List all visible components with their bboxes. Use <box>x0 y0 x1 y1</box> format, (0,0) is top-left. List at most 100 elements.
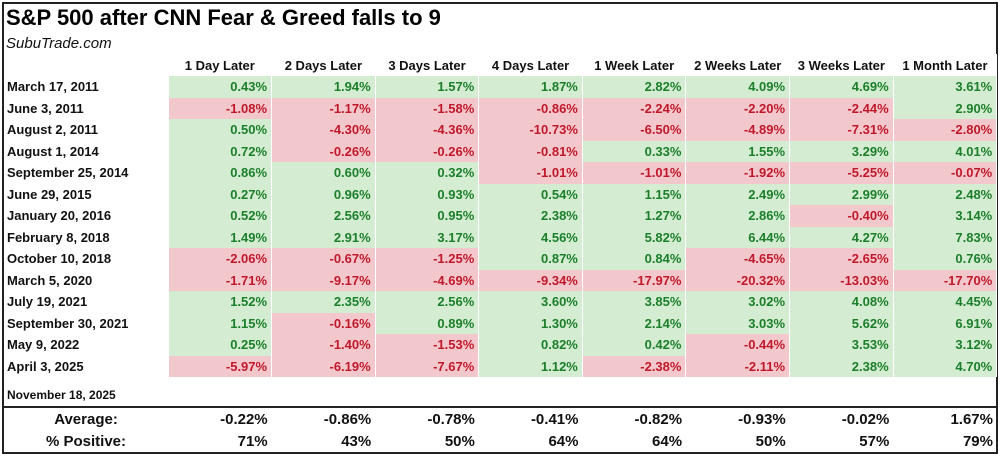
return-cell: -1.01% <box>582 162 687 184</box>
row-date: September 25, 2014 <box>4 162 169 184</box>
table-row: October 10, 2018 -2.06% -0.67% -1.25% 0.87% 0… <box>4 248 998 270</box>
return-cell: 1.30% <box>478 312 583 334</box>
return-cell: 0.89% <box>375 312 480 334</box>
summary-value: -0.82% <box>634 410 683 428</box>
return-cell: 3.17% <box>375 226 480 248</box>
return-cell: 5.82% <box>582 226 687 248</box>
return-cell: 0.52% <box>168 205 273 227</box>
return-cell: -0.26% <box>375 140 480 162</box>
return-cell: 0.84% <box>582 248 687 270</box>
return-cell: 2.14% <box>582 312 687 334</box>
return-cell: 0.27% <box>168 183 273 205</box>
summary-value: -0.78% <box>427 410 475 428</box>
date-column-header <box>4 54 169 76</box>
table-row: May 9, 2022 0.25% -1.40% -1.53% 0.82% 0.42% -0… <box>4 334 998 356</box>
return-cell: -7.67% <box>375 355 480 377</box>
summary-value: 43% <box>341 433 372 450</box>
row-date: September 30, 2021 <box>4 312 169 334</box>
row-date: June 3, 2011 <box>4 97 169 119</box>
summary-value: 57% <box>859 433 890 450</box>
return-cell: 1.27% <box>582 205 687 227</box>
return-cell: -9.17% <box>271 269 376 291</box>
summary-value: 50% <box>755 433 786 450</box>
summary-value: 50% <box>444 433 475 450</box>
return-cell: 6.91% <box>893 312 998 334</box>
return-cell: 4.69% <box>789 76 894 98</box>
return-cell: 4.27% <box>789 226 894 248</box>
table-row: June 29, 2015 0.27% 0.96% 0.93% 0.54% 1.15% 2.… <box>4 183 998 205</box>
return-cell: 4.56% <box>478 226 583 248</box>
returns-table: 1 Day Later 2 Days Later 3 Days Later 4 … <box>4 54 998 377</box>
return-cell: 2.82% <box>582 76 687 98</box>
percent-positive-row: % Positive: 71% 43% 50% 64% 64% 50% 57% 79% <box>4 430 997 453</box>
summary-value: 79% <box>962 433 993 450</box>
return-cell: 1.49% <box>168 226 273 248</box>
summary-value: -0.22% <box>220 410 268 428</box>
return-cell: -0.44% <box>685 334 791 356</box>
return-cell: 4.09% <box>685 76 791 98</box>
return-cell: 0.60% <box>271 162 376 184</box>
return-cell: -10.73% <box>478 119 583 141</box>
table-row: June 3, 2011 -1.08% -1.17% -1.58% -0.86% -2.2… <box>4 97 998 119</box>
return-cell: 3.02% <box>685 291 791 313</box>
return-cell: 2.86% <box>685 205 791 227</box>
return-cell: -2.65% <box>789 248 894 270</box>
row-date: July 19, 2021 <box>4 291 169 313</box>
return-cell: -5.25% <box>789 162 894 184</box>
summary-value: 1.67% <box>950 410 993 428</box>
row-date: August 2, 2011 <box>4 119 169 141</box>
page-title: S&P 500 after CNN Fear & Greed falls to … <box>6 5 441 30</box>
return-cell: -13.03% <box>789 269 894 291</box>
return-cell: 0.87% <box>478 248 583 270</box>
average-row: Average: -0.22% -0.86% -0.78% -0.41% -0.82% -0… <box>4 407 997 430</box>
return-cell: -0.40% <box>789 205 894 227</box>
return-cell: 0.32% <box>375 162 480 184</box>
column-header: 3 Weeks Later <box>789 54 894 76</box>
return-cell: 4.45% <box>893 291 998 313</box>
return-cell: -0.07% <box>893 162 998 184</box>
header-row: 1 Day Later 2 Days Later 3 Days Later 4 … <box>4 54 998 76</box>
table-row: August 1, 2014 0.72% -0.26% -0.26% -0.81% 0.3… <box>4 140 998 162</box>
return-cell: -17.70% <box>893 269 998 291</box>
return-cell: -1.92% <box>685 162 791 184</box>
column-header: 1 Day Later <box>168 54 273 76</box>
column-header: 2 Days Later <box>271 54 376 76</box>
table-row: July 19, 2021 1.52% 2.35% 2.56% 3.60% 3.85% 3.… <box>4 291 998 313</box>
row-date: October 10, 2018 <box>4 248 169 270</box>
column-header: 1 Month Later <box>893 54 998 76</box>
return-cell: -2.11% <box>685 355 791 377</box>
summary-value: -0.41% <box>530 410 579 428</box>
return-cell: -2.24% <box>582 97 687 119</box>
return-cell: -2.20% <box>685 97 791 119</box>
return-cell: -4.65% <box>685 248 791 270</box>
summary-value: -0.86% <box>323 410 372 428</box>
return-cell: 1.55% <box>685 140 791 162</box>
return-cell: 0.72% <box>168 140 273 162</box>
return-cell: 4.08% <box>789 291 894 313</box>
summary-value: -0.93% <box>738 410 786 428</box>
return-cell: 4.70% <box>893 355 998 377</box>
table-row: August 2, 2011 0.50% -4.30% -4.36% -10.73% -6… <box>4 119 998 141</box>
return-cell: -6.19% <box>271 355 376 377</box>
return-cell: 1.12% <box>478 355 583 377</box>
row-date: February 8, 2018 <box>4 226 169 248</box>
table-row: September 30, 2021 1.15% -0.16% 0.89% 1.30% 2… <box>4 312 998 334</box>
summary-value: -0.02% <box>841 410 890 428</box>
return-cell: 0.96% <box>271 183 376 205</box>
return-cell: 2.90% <box>893 97 998 119</box>
summary-value: 64% <box>548 433 579 450</box>
return-cell: 3.12% <box>893 334 998 356</box>
return-cell: -4.89% <box>685 119 791 141</box>
return-cell: -2.06% <box>168 248 273 270</box>
return-cell: -0.16% <box>271 312 376 334</box>
return-cell: 1.94% <box>271 76 376 98</box>
return-cell: 0.82% <box>478 334 583 356</box>
table-row: April 3, 2025 -5.97% -6.19% -7.67% 1.12% -2.3… <box>4 355 998 377</box>
return-cell: 2.38% <box>478 205 583 227</box>
return-cell: 3.85% <box>582 291 687 313</box>
table-row: March 5, 2020 -1.71% -9.17% -4.69% -9.34% -17… <box>4 269 998 291</box>
return-cell: -4.30% <box>271 119 376 141</box>
table-row: March 17, 2011 0.43% 1.94% 1.57% 1.87% 2.82% 4… <box>4 76 998 98</box>
return-cell: -4.69% <box>375 269 480 291</box>
